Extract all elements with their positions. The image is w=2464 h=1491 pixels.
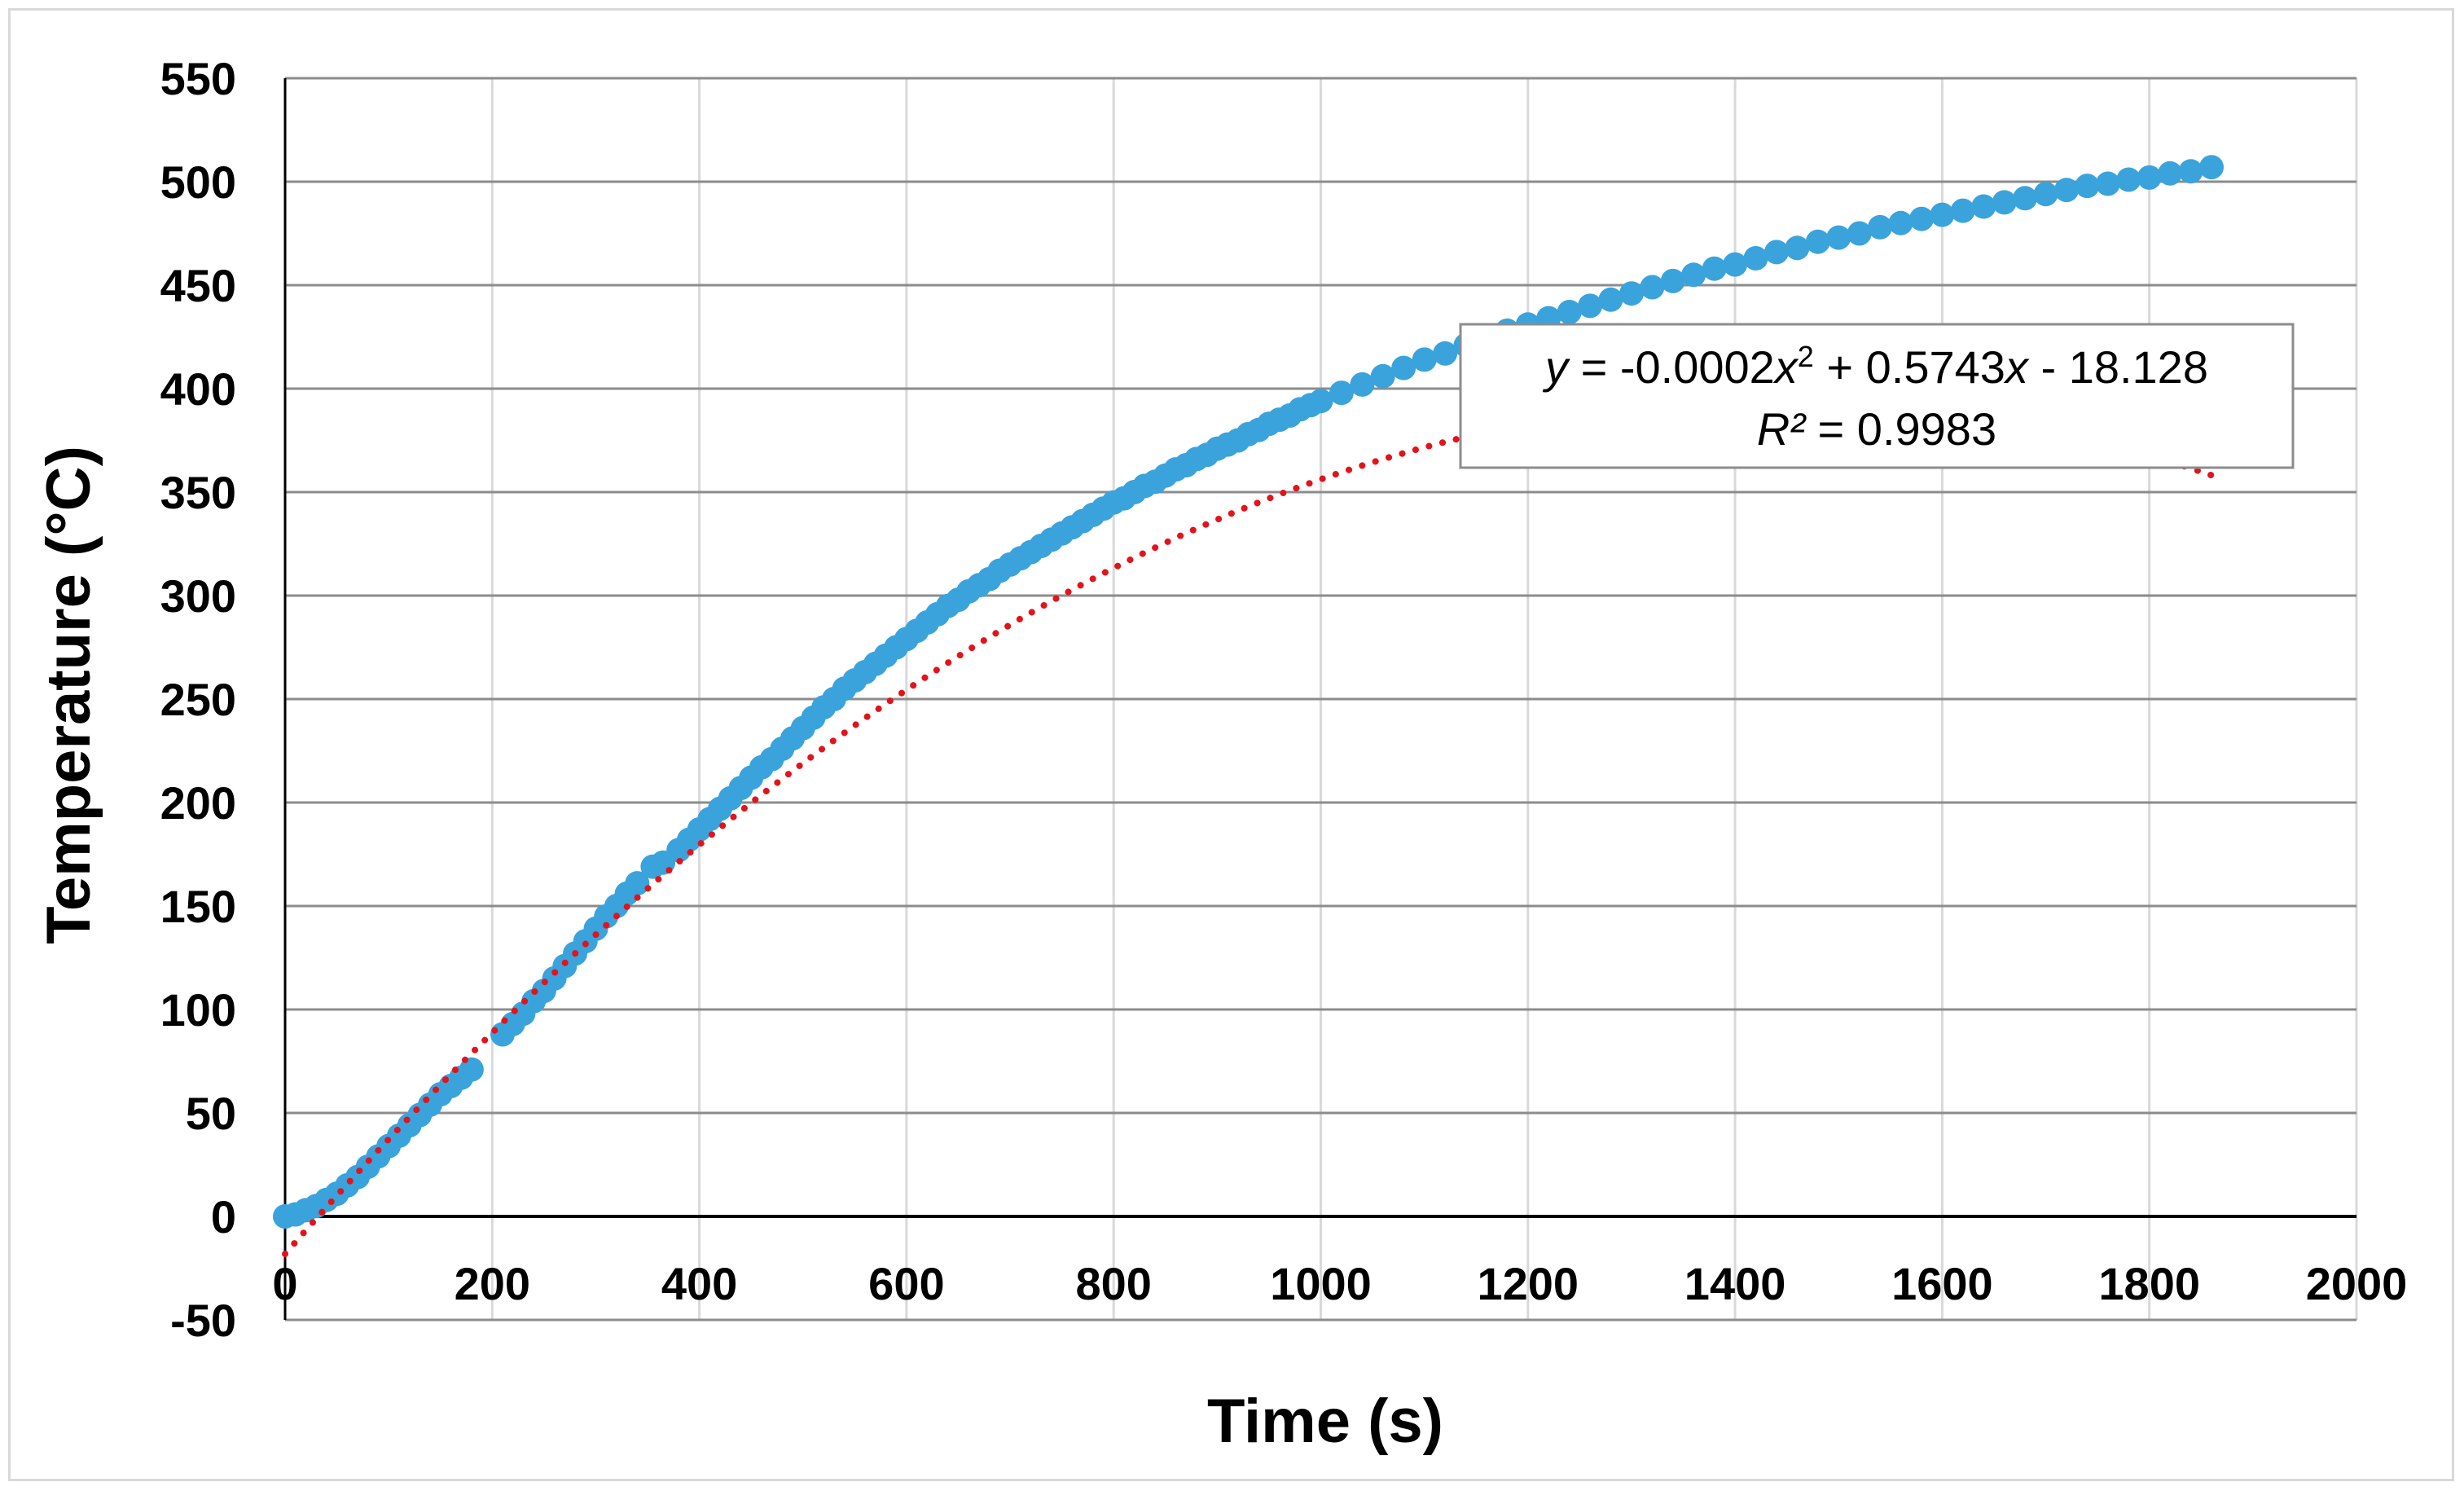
data-point	[1785, 235, 1810, 261]
data-point	[2075, 174, 2100, 199]
trendline	[282, 397, 2215, 1257]
x-tick-label: 800	[1075, 1258, 1151, 1309]
data-point	[1764, 240, 1789, 265]
data-point	[1930, 202, 1955, 227]
data-point	[1619, 281, 1644, 306]
equation-c-term: - 18.128	[2028, 341, 2208, 393]
trendline-path	[282, 397, 2215, 1257]
x-tick-label: 1000	[1270, 1258, 1372, 1309]
equation-b-term: + 0.5743	[1814, 341, 2005, 393]
data-point	[1826, 225, 1851, 250]
data-point	[1805, 229, 1830, 254]
x-tick-label: 0	[272, 1258, 297, 1309]
data-point	[1557, 300, 1582, 324]
data-point	[1370, 363, 1395, 389]
data-point	[1888, 210, 1913, 235]
data-point	[1578, 293, 1603, 319]
data-point	[2013, 186, 2038, 211]
data-point	[1743, 246, 1768, 270]
y-tick-label: 250	[160, 674, 236, 725]
data-point	[2054, 178, 2079, 203]
data-point	[2199, 155, 2224, 180]
y-tick-label: 100	[160, 984, 236, 1036]
data-point	[1992, 190, 2017, 215]
y-tick-label: 150	[160, 881, 236, 932]
data-point	[1660, 268, 1685, 293]
data-point	[1350, 372, 1375, 397]
data-point	[1681, 262, 1706, 288]
x-tick-label: 600	[868, 1258, 944, 1309]
x-axis-title: Time (s)	[1207, 1387, 1443, 1456]
x-tick-labels: 0 200 400 600 800 1000 1200 1400 1600 1800 2000	[272, 1258, 2407, 1309]
data-points	[273, 155, 2224, 1229]
data-point	[1702, 256, 1727, 281]
equation-y-symbol: y	[1542, 341, 1570, 393]
x-tick-label: 1800	[2098, 1258, 2200, 1309]
data-point	[1308, 389, 1333, 414]
y-tick-label: 50	[186, 1088, 236, 1139]
y-tick-label: 0	[211, 1191, 236, 1242]
equation-exponent: 2	[1798, 340, 1814, 373]
data-point	[1433, 341, 1458, 366]
data-point	[1329, 380, 1354, 406]
data-point	[1598, 287, 1623, 312]
data-point	[2137, 165, 2162, 190]
x-tick-label: 1600	[1891, 1258, 1993, 1309]
data-point	[1640, 275, 1665, 300]
data-point	[625, 871, 650, 896]
data-point	[2178, 159, 2203, 184]
data-point	[1847, 221, 1872, 246]
r-squared-symbol: R²	[1757, 403, 1807, 455]
x-tick-label: 200	[455, 1258, 530, 1309]
equation-box-border	[1459, 323, 2295, 469]
data-point	[1391, 355, 1416, 380]
y-tick-label: 200	[160, 777, 236, 829]
y-tick-labels: -50 0 50 100 150 200 250 300 350 400 450 500 550	[160, 53, 236, 1346]
x-tick-label: 1400	[1684, 1258, 1786, 1309]
y-tick-label: 550	[160, 53, 236, 104]
x-tick-label: 400	[661, 1258, 737, 1309]
data-point	[459, 1057, 484, 1082]
data-point	[1950, 198, 1975, 223]
data-point	[2095, 171, 2120, 196]
x-tick-label: 2000	[2306, 1258, 2408, 1309]
equation-x2-symbol: x	[2003, 341, 2030, 393]
data-point	[1909, 206, 1934, 231]
x-tick-label: 1200	[1478, 1258, 1579, 1309]
y-tick-label: 350	[160, 467, 236, 518]
data-point	[1723, 252, 1748, 277]
data-point	[2033, 182, 2058, 207]
equation-box: y = -0.0002x2 + 0.5743x - 18.128 R² = 0.…	[1459, 323, 2295, 469]
y-axis-title: Temperature (°C)	[34, 446, 103, 944]
equation-a-term: = -0.0002	[1568, 341, 1775, 393]
y-tick-label: 500	[160, 156, 236, 208]
data-point	[2158, 161, 2183, 186]
data-point	[1412, 347, 1437, 372]
r-squared-value: = 0.9983	[1805, 403, 1996, 455]
data-point	[2116, 167, 2141, 192]
equation-x1-symbol: x	[1772, 341, 1799, 393]
trendline-equation: y = -0.0002x2 + 0.5743x - 18.128	[1542, 340, 2208, 393]
chart-frame	[8, 8, 2454, 1481]
y-tick-label: 300	[160, 570, 236, 622]
y-tick-label: 400	[160, 363, 236, 415]
data-point	[1971, 194, 1996, 219]
y-tick-label: -50	[170, 1295, 236, 1346]
r-squared-label: R² = 0.9983	[1757, 403, 1996, 455]
data-point	[1868, 214, 1893, 240]
y-tick-label: 450	[160, 260, 236, 311]
